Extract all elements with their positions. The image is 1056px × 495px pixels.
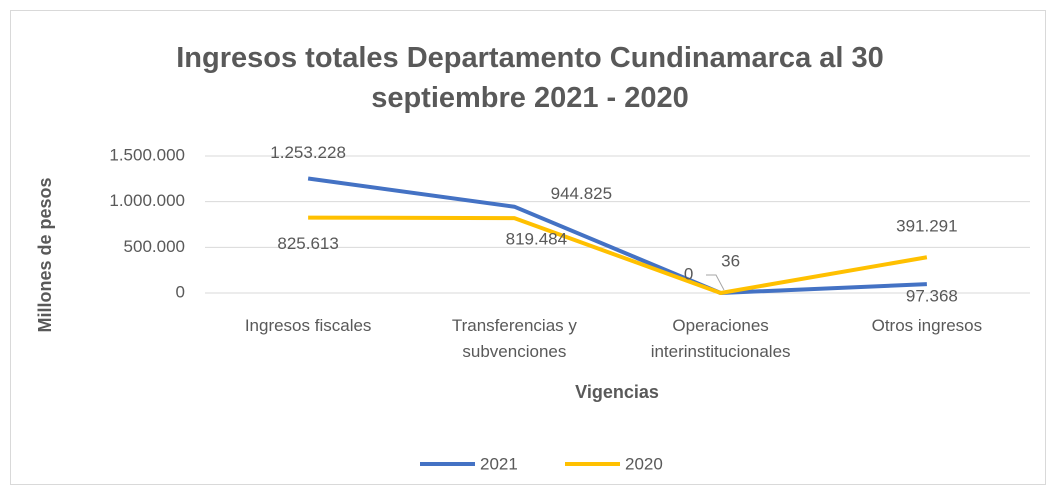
x-tick-label: Operaciones interinstitucionales [650,316,791,361]
x-tick-box: Transferencias y subvenciones [451,316,577,361]
x-tick-label: Transferencias y subvenciones [451,316,577,361]
data-label: 1.253.228 [270,143,346,162]
chart-title: Ingresos totales Departamento Cundinamar… [176,42,884,114]
y-tick-label: 1.500.000 [109,145,185,164]
data-label: 944.825 [551,184,612,203]
x-axis-title: Vigencias [575,382,659,402]
legend-label: 2021 [480,454,518,473]
y-tick-label: 500.000 [124,237,185,256]
data-label: 0 [684,264,693,283]
x-tick-box: Ingresos fiscales [244,316,372,335]
x-tick-box: Otros ingresos [871,316,983,335]
x-tick-box: Operaciones interinstitucionales [650,316,791,361]
leader-line [706,274,725,291]
legend-label: 2020 [625,454,663,473]
data-label: 825.613 [277,234,338,253]
title-box: Ingresos totales Departamento Cundinamar… [176,42,884,114]
x-tick-label: Otros ingresos [871,316,983,335]
y-tick-label: 0 [176,282,185,301]
series-line [308,215,928,295]
data-label: 819.484 [506,230,567,249]
data-label: 97.368 [906,287,958,306]
y-tick-label: 1.000.000 [109,191,185,210]
series-line [307,176,927,295]
data-label: 391.291 [896,217,957,236]
x-tick-label: Ingresos fiscales [244,316,372,335]
data-label: 36 [721,251,740,270]
y-axis-title: Millones de pesos [35,177,55,332]
